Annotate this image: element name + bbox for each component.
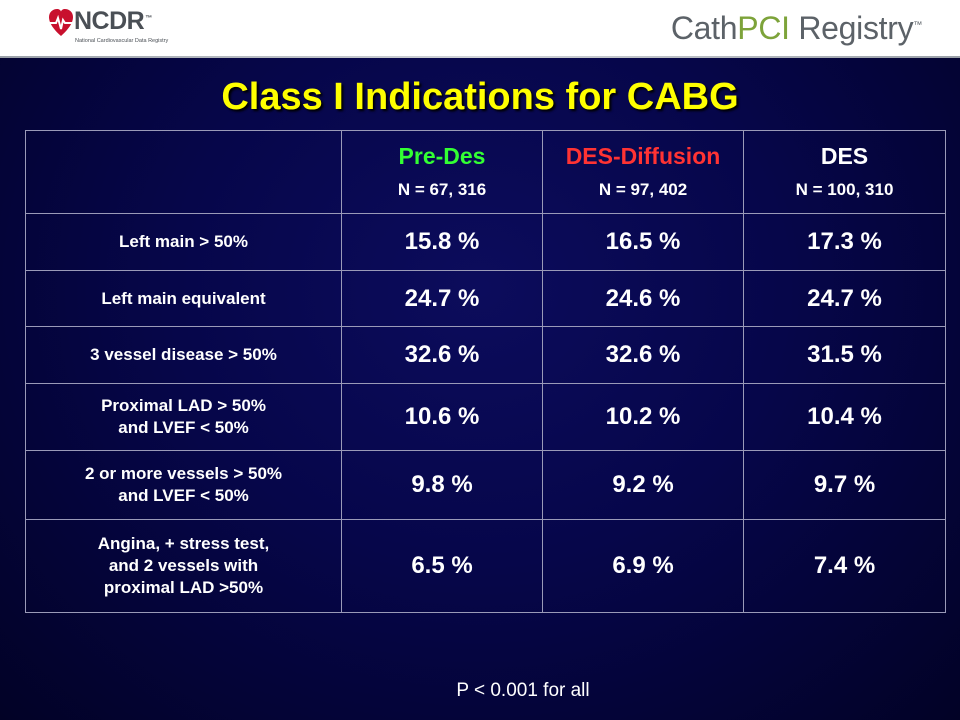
slide-title: Class I Indications for CABG xyxy=(221,76,739,118)
column-header-des-diffusion: DES-Diffusion N = 97, 402 xyxy=(542,130,744,214)
value-cell: 10.6 % xyxy=(341,383,543,451)
ncdr-wordmark: NCDR™ xyxy=(74,7,152,35)
group-count: N = 100, 310 xyxy=(795,180,894,199)
table-row: Left main > 50% 15.8 % 16.5 % 17.3 % xyxy=(25,213,946,271)
cathpci-registry-logo: CathPCI Registry™ xyxy=(670,10,922,46)
table-row: Angina, + stress test, and 2 vessels wit… xyxy=(25,519,946,613)
group-name: DES xyxy=(820,143,869,169)
ncdr-logo: NCDR™ National Cardiovascular Data Regis… xyxy=(48,6,178,50)
table-header-row: Pre-Des N = 67, 316 DES-Diffusion N = 97… xyxy=(25,130,946,214)
value-cell: 9.8 % xyxy=(341,450,543,520)
row-label: Left main > 50% xyxy=(25,213,342,271)
value-cell: 32.6 % xyxy=(341,326,543,384)
row-label: 3 vessel disease > 50% xyxy=(25,326,342,384)
value-cell: 10.2 % xyxy=(542,383,744,451)
row-label: 2 or more vessels > 50% and LVEF < 50% xyxy=(25,450,342,520)
ncdr-subtitle: National Cardiovascular Data Registry xyxy=(75,38,169,44)
column-header-des: DES N = 100, 310 xyxy=(743,130,946,214)
group-count: N = 97, 402 xyxy=(598,180,688,199)
value-cell: 32.6 % xyxy=(542,326,744,384)
value-cell: 9.7 % xyxy=(743,450,946,520)
value-cell: 6.5 % xyxy=(341,519,543,613)
value-cell: 24.6 % xyxy=(542,270,744,327)
row-label: Angina, + stress test, and 2 vessels wit… xyxy=(25,519,342,613)
empty-header-cell xyxy=(25,130,342,214)
table-row: 2 or more vessels > 50% and LVEF < 50% 9.… xyxy=(25,450,946,520)
value-cell: 16.5 % xyxy=(542,213,744,271)
group-name: DES-Diffusion xyxy=(565,143,721,169)
group-count: N = 67, 316 xyxy=(397,180,487,199)
table-row: 3 vessel disease > 50% 32.6 % 32.6 % 31.5 % xyxy=(25,326,946,384)
column-header-pre-des: Pre-Des N = 67, 316 xyxy=(341,130,543,214)
value-cell: 10.4 % xyxy=(743,383,946,451)
p-value-footnote: P < 0.001 for all xyxy=(456,680,590,701)
table-body: Left main > 50% 15.8 % 16.5 % 17.3 % Left ma… xyxy=(25,213,946,613)
value-cell: 17.3 % xyxy=(743,213,946,271)
value-cell: 24.7 % xyxy=(341,270,543,327)
value-cell: 7.4 % xyxy=(743,519,946,613)
row-label: Proximal LAD > 50% and LVEF < 50% xyxy=(25,383,342,451)
value-cell: 15.8 % xyxy=(341,213,543,271)
heart-icon xyxy=(49,9,73,36)
value-cell: 9.2 % xyxy=(542,450,744,520)
header-band: NCDR™ National Cardiovascular Data Regis… xyxy=(0,0,960,58)
row-label: Left main equivalent xyxy=(25,270,342,327)
table-row: Left main equivalent 24.7 % 24.6 % 24.7 % xyxy=(25,270,946,327)
group-name: Pre-Des xyxy=(398,143,486,169)
value-cell: 31.5 % xyxy=(743,326,946,384)
value-cell: 24.7 % xyxy=(743,270,946,327)
table-row: Proximal LAD > 50% and LVEF < 50% 10.6 % 1… xyxy=(25,383,946,451)
value-cell: 6.9 % xyxy=(542,519,744,613)
indications-table: Pre-Des N = 67, 316 DES-Diffusion N = 97… xyxy=(25,130,946,613)
